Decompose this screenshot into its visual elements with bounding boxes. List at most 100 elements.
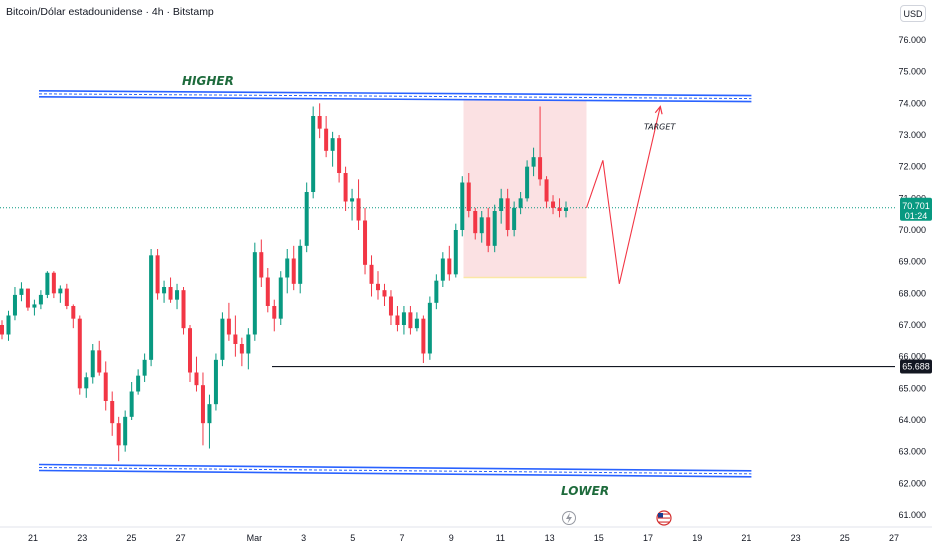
candle[interactable] [499, 188, 504, 224]
upper-channel-line[interactable] [38, 90, 752, 103]
candle[interactable] [123, 410, 128, 452]
candle[interactable] [479, 211, 484, 243]
candle[interactable] [350, 188, 355, 221]
candle[interactable] [531, 147, 536, 177]
candle[interactable] [453, 223, 458, 278]
candle[interactable] [395, 306, 400, 332]
candle[interactable] [363, 207, 368, 275]
candle[interactable] [408, 306, 413, 335]
candle[interactable] [505, 188, 510, 237]
candle[interactable] [551, 195, 556, 215]
candle[interactable] [525, 160, 530, 202]
candle[interactable] [434, 274, 439, 310]
candle[interactable] [460, 176, 465, 237]
candle[interactable] [518, 192, 523, 215]
candle[interactable] [421, 315, 426, 364]
candle[interactable] [71, 304, 76, 329]
candle[interactable] [103, 361, 108, 411]
candle[interactable] [564, 201, 568, 218]
candle[interactable] [473, 207, 478, 240]
candle[interactable] [512, 201, 517, 237]
candle[interactable] [239, 337, 244, 367]
candle[interactable] [200, 372, 205, 446]
candle[interactable] [6, 310, 11, 341]
candle[interactable] [0, 320, 4, 340]
y-tick-label: 64.000 [898, 415, 926, 425]
candle[interactable] [285, 249, 290, 294]
candle[interactable] [272, 299, 277, 332]
projection-path[interactable] [585, 106, 661, 284]
candle[interactable] [427, 296, 432, 360]
candle[interactable] [538, 106, 543, 186]
candle[interactable] [136, 369, 141, 395]
candle[interactable] [97, 340, 102, 376]
candle[interactable] [116, 416, 121, 462]
candle[interactable] [149, 249, 154, 367]
candle[interactable] [19, 282, 24, 302]
upper-channel-line-band [38, 93, 752, 100]
candle[interactable] [317, 103, 322, 139]
candle[interactable] [45, 271, 50, 299]
candle[interactable] [278, 271, 283, 325]
candle[interactable] [32, 299, 37, 316]
candle[interactable] [440, 252, 445, 287]
candle[interactable] [330, 131, 335, 167]
candle[interactable] [544, 176, 549, 208]
consolidation-zone[interactable] [463, 100, 587, 278]
candle[interactable] [414, 312, 419, 332]
candle[interactable] [337, 135, 342, 183]
lightning-icon[interactable] [562, 511, 576, 525]
candle[interactable] [38, 290, 43, 310]
candle[interactable] [77, 315, 82, 395]
candle[interactable] [492, 204, 497, 253]
key-level-badge[interactable]: 65.688 [900, 359, 932, 374]
candle[interactable] [447, 245, 452, 281]
candle[interactable] [557, 198, 562, 218]
candle[interactable] [168, 277, 173, 303]
candle[interactable] [110, 391, 115, 436]
candle[interactable] [382, 283, 387, 306]
candle[interactable] [304, 182, 309, 253]
candle[interactable] [220, 312, 225, 367]
candle[interactable] [25, 288, 30, 311]
candle[interactable] [311, 106, 316, 199]
candle[interactable] [175, 283, 180, 310]
candle[interactable] [401, 306, 406, 335]
candle[interactable] [466, 173, 471, 218]
candle[interactable] [84, 372, 89, 398]
candle[interactable] [58, 285, 63, 303]
candle[interactable] [51, 271, 56, 299]
currency-button[interactable]: USD [900, 5, 926, 22]
candle[interactable] [265, 268, 270, 313]
candle[interactable] [12, 287, 17, 321]
candle[interactable] [155, 249, 160, 300]
candle[interactable] [369, 255, 374, 297]
candle[interactable] [142, 353, 147, 383]
candle[interactable] [388, 290, 393, 325]
candle[interactable] [298, 239, 303, 294]
candle[interactable] [259, 239, 264, 288]
lower-channel-line[interactable] [38, 463, 752, 478]
candle[interactable] [324, 116, 329, 158]
candle[interactable] [486, 207, 491, 253]
us-flag-icon[interactable] [656, 510, 672, 526]
candle[interactable] [376, 271, 380, 300]
candle[interactable] [252, 242, 257, 341]
candle[interactable] [226, 302, 231, 341]
candle[interactable] [356, 179, 361, 230]
candle[interactable] [207, 394, 212, 449]
candle[interactable] [188, 325, 192, 382]
candle[interactable] [90, 344, 95, 384]
candle[interactable] [246, 328, 251, 370]
candle[interactable] [194, 356, 199, 392]
candle[interactable] [129, 382, 134, 420]
candle[interactable] [233, 315, 238, 357]
candle[interactable] [213, 353, 218, 411]
candle[interactable] [162, 280, 167, 303]
candle[interactable] [181, 287, 186, 335]
candle[interactable] [343, 166, 348, 211]
candle[interactable] [291, 245, 296, 291]
candle[interactable] [64, 283, 69, 310]
